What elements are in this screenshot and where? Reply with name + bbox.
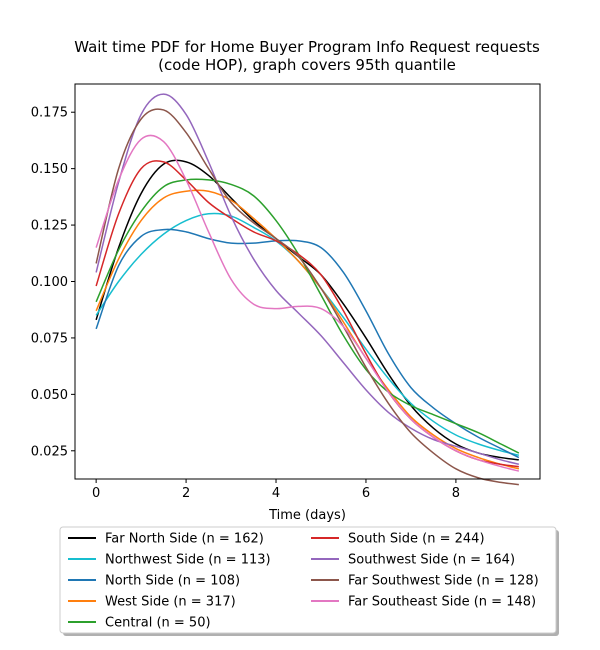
series-line-1 — [95, 212, 520, 457]
x-tick-label: 2 — [182, 486, 190, 501]
series-line-3 — [95, 189, 520, 470]
legend-entry-8: Far Southeast Side (n = 148) — [348, 595, 536, 610]
y-tick-label: 0.050 — [31, 388, 68, 403]
legend-entry-7: Far Southwest Side (n = 128) — [348, 574, 539, 589]
series-lines — [95, 93, 520, 486]
y-tick-label: 0.175 — [31, 106, 68, 121]
legend-entry-1: Northwest Side (n = 113) — [105, 553, 271, 568]
series-line-4 — [95, 178, 520, 454]
legend-entry-2: North Side (n = 108) — [105, 574, 240, 589]
series-line-7 — [95, 108, 519, 486]
x-axis-ticks: 0 2 4 6 8 — [92, 479, 460, 501]
x-tick-label: 8 — [452, 486, 460, 501]
legend: Far North Side (n = 162) Northwest Side (… — [59, 526, 559, 636]
legend-entry-6: Southwest Side (n = 164) — [348, 553, 515, 568]
series-line-5 — [95, 160, 519, 468]
y-tick-label: 0.125 — [31, 219, 68, 234]
chart-title-line: (code HOP), graph covers 95th quantile — [158, 56, 456, 74]
x-tick-label: 4 — [272, 486, 280, 501]
legend-entry-0: Far North Side (n = 162) — [105, 532, 264, 547]
plot-frame — [74, 83, 541, 480]
series-line-8 — [95, 134, 520, 472]
y-axis-ticks: 0.025 0.050 0.075 0.100 0.125 0.150 0.175 — [31, 106, 75, 459]
y-tick-label: 0.100 — [31, 275, 68, 290]
y-tick-label: 0.025 — [31, 444, 68, 459]
legend-entry-3: West Side (n = 317) — [105, 595, 236, 610]
x-axis-label: Time (days) — [268, 508, 346, 523]
x-tick-label: 6 — [362, 486, 370, 501]
legend-entry-5: South Side (n = 244) — [348, 532, 485, 547]
series-line-0 — [95, 159, 519, 461]
y-tick-label: 0.075 — [31, 331, 68, 346]
chart-title-line: Wait time PDF for Home Buyer Program Inf… — [74, 38, 540, 56]
x-tick-label: 0 — [92, 486, 100, 501]
legend-entry-4: Central (n = 50) — [105, 616, 211, 631]
legend-box — [59, 526, 557, 634]
chart-title: Wait time PDF for Home Buyer Program Inf… — [74, 38, 540, 74]
y-tick-label: 0.150 — [31, 162, 68, 177]
series-line-6 — [95, 93, 520, 466]
